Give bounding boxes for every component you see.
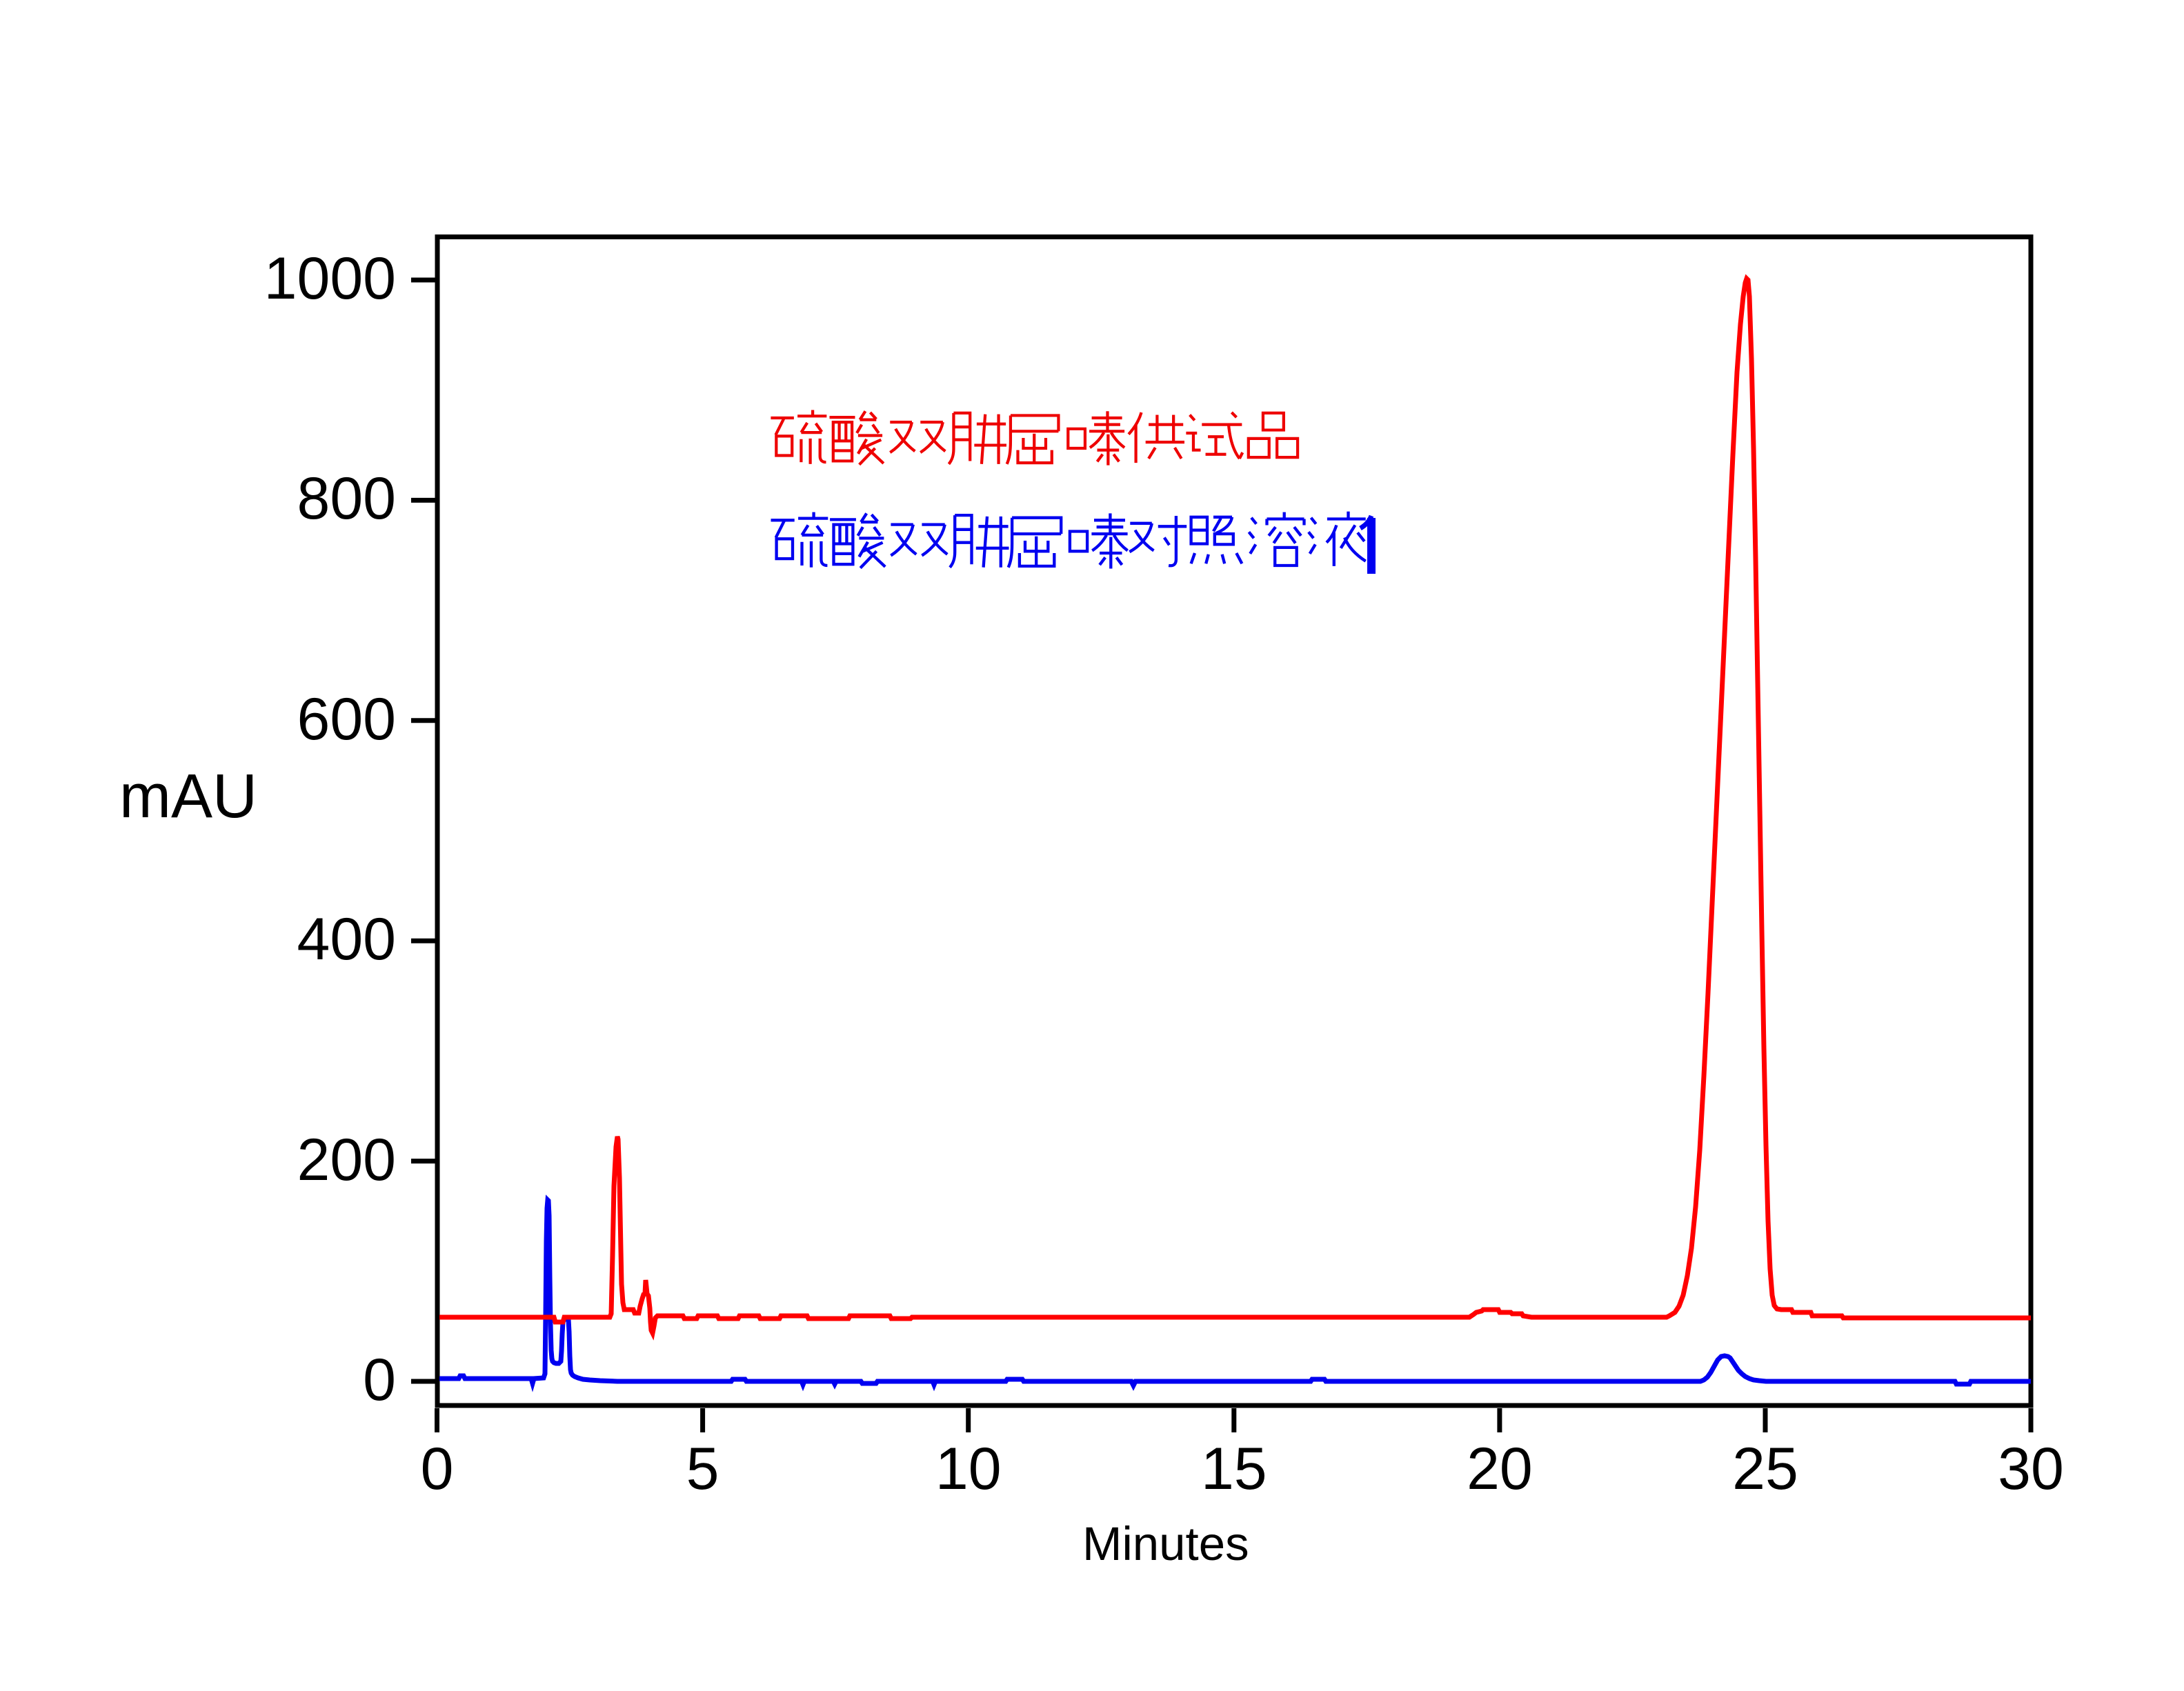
svg-text:0: 0	[421, 1436, 454, 1502]
svg-text:Minutes: Minutes	[1082, 1517, 1249, 1570]
svg-text:mAU: mAU	[119, 762, 257, 831]
svg-text:25: 25	[1732, 1436, 1798, 1502]
svg-text:15: 15	[1201, 1436, 1267, 1502]
svg-text:600: 600	[297, 686, 397, 752]
svg-text:1000: 1000	[264, 246, 396, 312]
svg-text:30: 30	[1998, 1436, 2064, 1502]
svg-text:800: 800	[297, 466, 397, 532]
svg-text:10: 10	[935, 1436, 1002, 1502]
svg-text:400: 400	[297, 906, 397, 972]
svg-text:0: 0	[363, 1347, 396, 1413]
svg-text:200: 200	[297, 1127, 397, 1193]
svg-text:20: 20	[1467, 1436, 1533, 1502]
svg-text:5: 5	[686, 1436, 719, 1502]
